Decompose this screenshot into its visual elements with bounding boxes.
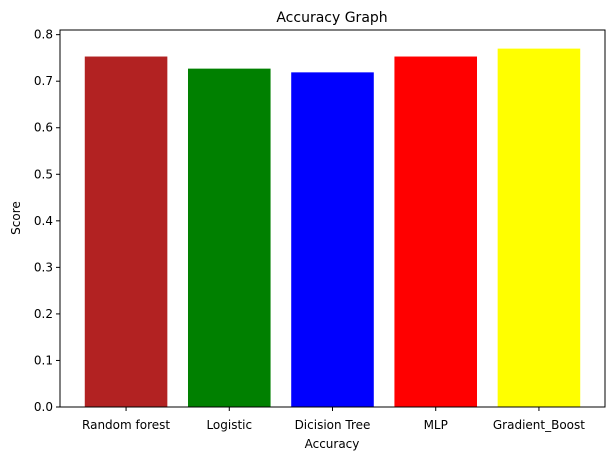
- bar-gradient-boost: [497, 48, 581, 408]
- x-tick-label: Gradient_Boost: [493, 418, 585, 432]
- y-axis-title: Score: [9, 201, 23, 235]
- bar-dicision-tree: [291, 72, 374, 408]
- x-axis: Random forest Logistic Dicision Tree MLP Gra…: [82, 407, 585, 432]
- bar-mlp: [394, 56, 478, 407]
- x-tick-label: Random forest: [82, 418, 170, 432]
- x-tick-label: MLP: [424, 418, 448, 432]
- bar-random-forest: [84, 56, 168, 407]
- bar-logistic: [187, 68, 271, 408]
- y-tick-label: 0.2: [34, 307, 53, 321]
- y-tick-label: 0.6: [34, 121, 53, 135]
- y-tick-label: 0.3: [34, 260, 53, 274]
- y-tick-label: 0.5: [34, 167, 53, 181]
- chart-title: Accuracy Graph: [276, 10, 387, 26]
- x-axis-title: Accuracy: [305, 437, 360, 451]
- y-tick-label: 0.1: [34, 353, 53, 367]
- y-tick-label: 0.4: [34, 214, 53, 228]
- plot-frame: [59, 29, 606, 408]
- y-tick-label: 0.8: [34, 28, 53, 42]
- x-tick-label: Logistic: [206, 418, 252, 432]
- bars-group: [84, 48, 581, 408]
- y-tick-label: 0.7: [34, 74, 53, 88]
- x-tick-label: Dicision Tree: [295, 418, 371, 432]
- y-tick-label: 0.0: [34, 400, 53, 414]
- y-axis: 0.0 0.1 0.2 0.3 0.4 0.5 0.6 0.7 0.8: [34, 28, 60, 414]
